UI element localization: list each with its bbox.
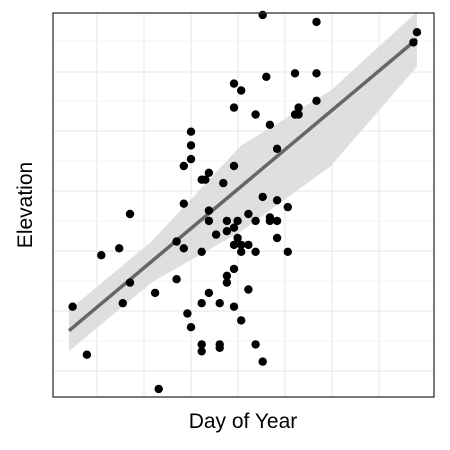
data-point [229, 240, 239, 250]
data-point [258, 10, 267, 20]
data-point [211, 230, 221, 239]
data-point [82, 350, 92, 359]
panel-border [52, 12, 435, 398]
data-point [219, 178, 228, 188]
data-point [229, 79, 239, 88]
data-point [150, 288, 160, 298]
data-point [265, 120, 275, 129]
data-point [186, 154, 196, 164]
data-point [183, 309, 192, 318]
data-point [244, 240, 253, 250]
data-point [186, 323, 196, 332]
data-point [283, 202, 292, 212]
data-point [244, 209, 253, 219]
data-point [237, 240, 246, 250]
data-point [233, 216, 242, 226]
data-point [125, 278, 135, 287]
data-point [294, 103, 303, 112]
data-point [222, 216, 232, 226]
data-point [272, 196, 282, 205]
data-point [229, 103, 239, 112]
data-point [258, 357, 267, 366]
data-point [233, 233, 242, 243]
data-point [312, 17, 321, 27]
data-point [294, 110, 303, 119]
data-point [204, 288, 214, 298]
data-point [172, 275, 181, 284]
data-point [229, 161, 239, 171]
data-point [312, 69, 321, 78]
data-point [412, 28, 422, 37]
data-point [409, 38, 418, 47]
data-point [222, 278, 232, 287]
data-point [229, 223, 239, 232]
data-point [186, 127, 196, 136]
data-point [68, 302, 77, 311]
data-point [251, 110, 260, 119]
y-axis-title: Elevation [14, 162, 37, 248]
data-point [251, 247, 260, 256]
data-point [229, 302, 239, 311]
data-point [215, 299, 224, 308]
data-point [179, 199, 188, 208]
data-point [201, 175, 210, 184]
data-point [229, 264, 239, 274]
data-point [125, 209, 135, 219]
data-point [118, 299, 128, 308]
data-point [204, 216, 214, 226]
data-point [272, 233, 282, 243]
data-point [197, 340, 206, 349]
data-point [265, 213, 275, 222]
data-point [115, 244, 124, 253]
data-point [283, 247, 292, 256]
data-point [179, 244, 188, 253]
data-point [251, 216, 260, 226]
confidence-band [69, 11, 417, 352]
data-point [262, 72, 271, 82]
data-point [290, 69, 300, 78]
data-point [197, 347, 206, 356]
data-point [237, 247, 246, 256]
data-point [272, 144, 282, 153]
data-point [97, 251, 106, 260]
data-point [237, 86, 246, 95]
data-point [179, 161, 188, 171]
data-point [186, 141, 196, 150]
data-point [244, 285, 253, 294]
data-point [222, 227, 232, 236]
data-point [251, 340, 260, 349]
data-point [312, 96, 321, 106]
data-point [272, 216, 282, 226]
data-point [197, 299, 206, 308]
data-point [204, 168, 214, 177]
x-axis-title: Day of Year [189, 410, 298, 433]
data-point [237, 316, 246, 325]
data-point [197, 247, 206, 256]
data-point [204, 206, 214, 215]
data-point [154, 384, 163, 394]
data-point [222, 271, 232, 280]
data-point [215, 343, 224, 352]
data-point [172, 237, 181, 246]
data-point [258, 192, 267, 202]
